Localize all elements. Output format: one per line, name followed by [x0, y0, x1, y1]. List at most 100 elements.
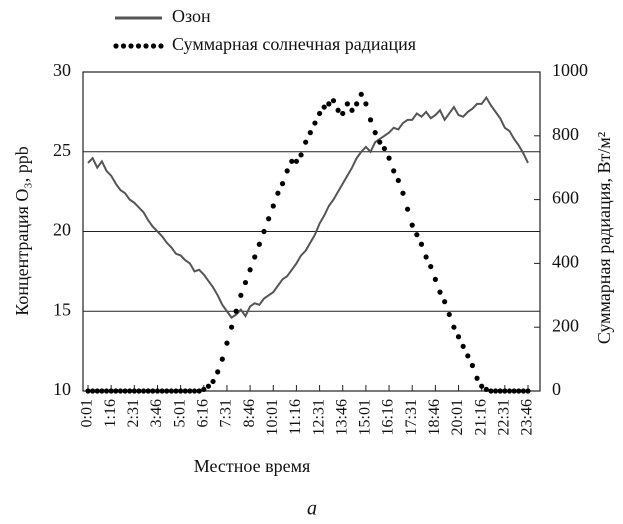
radiation-dot	[108, 388, 114, 394]
radiation-dot	[451, 324, 457, 330]
radiation-dot	[437, 289, 443, 295]
radiation-dot	[117, 388, 124, 394]
radiation-dot	[228, 324, 235, 330]
radiation-dot	[367, 117, 374, 123]
radiation-dot	[154, 388, 161, 394]
radiation-dot	[270, 203, 276, 209]
x-tick-label: 16:16	[380, 399, 397, 435]
radiation-dot	[215, 369, 221, 375]
y2-tick-label: 1000	[552, 60, 588, 80]
x-tick-label: 3:46	[148, 399, 165, 427]
radiation-dot	[312, 120, 318, 126]
radiation-dot	[391, 168, 397, 174]
x-tick-label: 21:16	[472, 399, 489, 435]
radiation-dot	[173, 388, 179, 394]
y-tick-label: 20	[53, 220, 71, 240]
radiation-dot	[316, 110, 323, 117]
radiation-dot	[187, 388, 193, 394]
radiation-dot	[340, 110, 346, 117]
y2-tick-label: 200	[552, 315, 579, 335]
radiation-dot	[497, 388, 503, 394]
x-tick-label: 6:16	[194, 399, 211, 427]
radiation-dot	[335, 107, 341, 113]
radiation-dot	[298, 152, 304, 158]
radiation-dot	[224, 340, 230, 346]
x-tick-label: 8:46	[241, 399, 258, 427]
radiation-dot	[386, 155, 392, 161]
radiation-dot	[256, 241, 262, 247]
radiation-dot	[303, 139, 309, 145]
radiation-dot	[293, 158, 300, 164]
y-axis-label: Концентрация O₃, ppb	[12, 146, 32, 315]
radiation-dot	[404, 206, 411, 212]
y2-tick-label: 800	[552, 124, 579, 144]
radiation-dot	[455, 334, 462, 340]
radiation-dot	[145, 388, 151, 394]
x-tick-label: 5:01	[171, 399, 188, 427]
radiation-dot	[261, 228, 267, 235]
radiation-dot	[289, 158, 295, 164]
x-tick-label: 0:01	[79, 399, 96, 427]
caption: а	[307, 498, 317, 520]
radiation-dot	[164, 388, 170, 394]
radiation-dot	[113, 388, 119, 394]
radiation-dot	[90, 388, 96, 394]
radiation-dot	[432, 276, 438, 282]
radiation-dot	[99, 388, 105, 394]
radiation-dot	[201, 386, 207, 393]
radiation-dot	[330, 98, 337, 104]
radiation-dot	[511, 388, 517, 394]
y-tick-label: 30	[53, 60, 71, 80]
x-tick-label: 1:16	[102, 399, 119, 427]
radiation-dot	[506, 388, 513, 394]
radiation-dot	[354, 101, 360, 107]
radiation-dot	[516, 388, 522, 394]
radiation-dot	[488, 388, 494, 394]
legend-label: Озон	[172, 6, 211, 26]
radiation-dot	[409, 222, 415, 228]
radiation-dot	[307, 130, 313, 136]
radiation-dot	[122, 388, 128, 394]
radiation-dot	[326, 101, 332, 107]
x-tick-label: 20:01	[449, 399, 466, 435]
legend-swatch	[143, 43, 149, 49]
x-tick-label: 22:31	[496, 399, 513, 435]
x-tick-label: 2:31	[125, 399, 142, 427]
legend-swatch	[158, 43, 164, 49]
x-tick-label: 23:46	[519, 399, 536, 435]
radiation-dot	[372, 130, 378, 136]
y-tick-label: 15	[53, 299, 71, 319]
radiation-dot	[150, 388, 156, 394]
radiation-dot	[465, 353, 471, 359]
radiation-dot	[469, 362, 476, 369]
radiation-dot	[344, 101, 350, 107]
legend-swatch	[113, 43, 119, 49]
radiation-dot	[242, 279, 249, 286]
radiation-dot	[520, 388, 526, 394]
ozone-line	[87, 95, 529, 320]
radiation-dot	[275, 190, 281, 196]
x-axis-label: Местное время	[194, 456, 311, 476]
radiation-dot	[233, 308, 239, 314]
radiation-dot	[191, 388, 198, 394]
radiation-dot	[210, 378, 216, 385]
radiation-dot	[395, 177, 401, 184]
radiation-dot	[381, 145, 388, 152]
radiation-dot	[460, 343, 466, 349]
radiation-dot	[423, 254, 429, 260]
radiation-dot	[252, 254, 258, 260]
x-tick-label: 10:01	[264, 399, 281, 435]
radiation-dot	[363, 101, 369, 107]
radiation-dot	[483, 386, 489, 393]
radiation-dot	[502, 388, 508, 394]
radiation-dot	[247, 267, 253, 273]
radiation-dot	[428, 263, 434, 270]
radiation-dot	[238, 292, 244, 298]
radiation-dot	[279, 181, 286, 187]
radiation-dot	[400, 190, 406, 196]
x-tick-label: 15:01	[357, 399, 374, 435]
radiation-dot	[196, 388, 202, 394]
y2-tick-label: 400	[552, 252, 579, 272]
radiation-dot	[178, 388, 184, 394]
